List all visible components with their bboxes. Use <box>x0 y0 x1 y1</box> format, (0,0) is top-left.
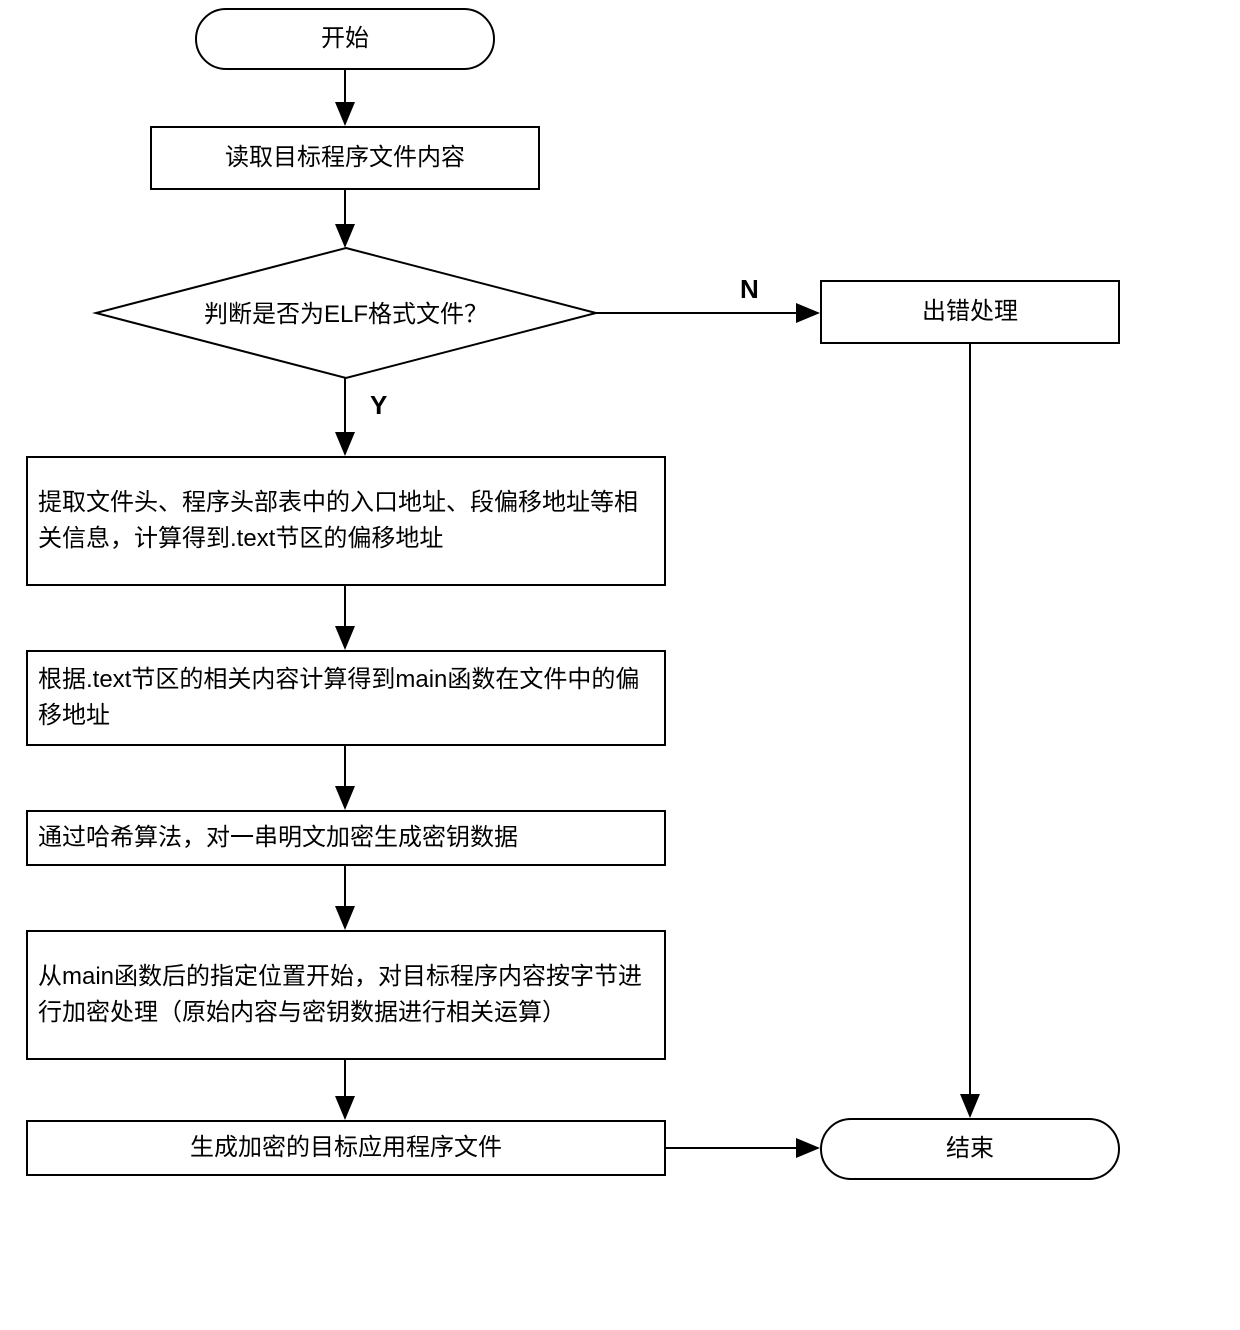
check-label: 判断是否为ELF格式文件？ <box>204 301 488 328</box>
end-label: 结束 <box>946 1131 994 1167</box>
encrypt-label: 从main函数后的指定位置开始，对目标程序内容按字节进行加密处理（原始内容与密钥… <box>38 959 654 1031</box>
start-label: 开始 <box>321 21 369 57</box>
calc-node: 根据.text节区的相关内容计算得到main函数在文件中的偏移地址 <box>26 650 666 746</box>
error-label: 出错处理 <box>922 294 1018 330</box>
extract-node: 提取文件头、程序头部表中的入口地址、段偏移地址等相关信息，计算得到.text节区… <box>26 456 666 586</box>
read-label: 读取目标程序文件内容 <box>225 140 465 176</box>
hash-node: 通过哈希算法，对一串明文加密生成密钥数据 <box>26 810 666 866</box>
read-node: 读取目标程序文件内容 <box>150 126 540 190</box>
error-node: 出错处理 <box>820 280 1120 344</box>
calc-label: 根据.text节区的相关内容计算得到main函数在文件中的偏移地址 <box>38 662 654 734</box>
start-node: 开始 <box>195 8 495 70</box>
hash-label: 通过哈希算法，对一串明文加密生成密钥数据 <box>38 820 518 856</box>
gen-label: 生成加密的目标应用程序文件 <box>190 1130 502 1166</box>
end-node: 结束 <box>820 1118 1120 1180</box>
check-node <box>96 248 596 378</box>
extract-label: 提取文件头、程序头部表中的入口地址、段偏移地址等相关信息，计算得到.text节区… <box>38 485 654 557</box>
gen-node: 生成加密的目标应用程序文件 <box>26 1120 666 1176</box>
no-label: N <box>740 274 759 304</box>
yes-label: Y <box>370 390 387 420</box>
encrypt-node: 从main函数后的指定位置开始，对目标程序内容按字节进行加密处理（原始内容与密钥… <box>26 930 666 1060</box>
